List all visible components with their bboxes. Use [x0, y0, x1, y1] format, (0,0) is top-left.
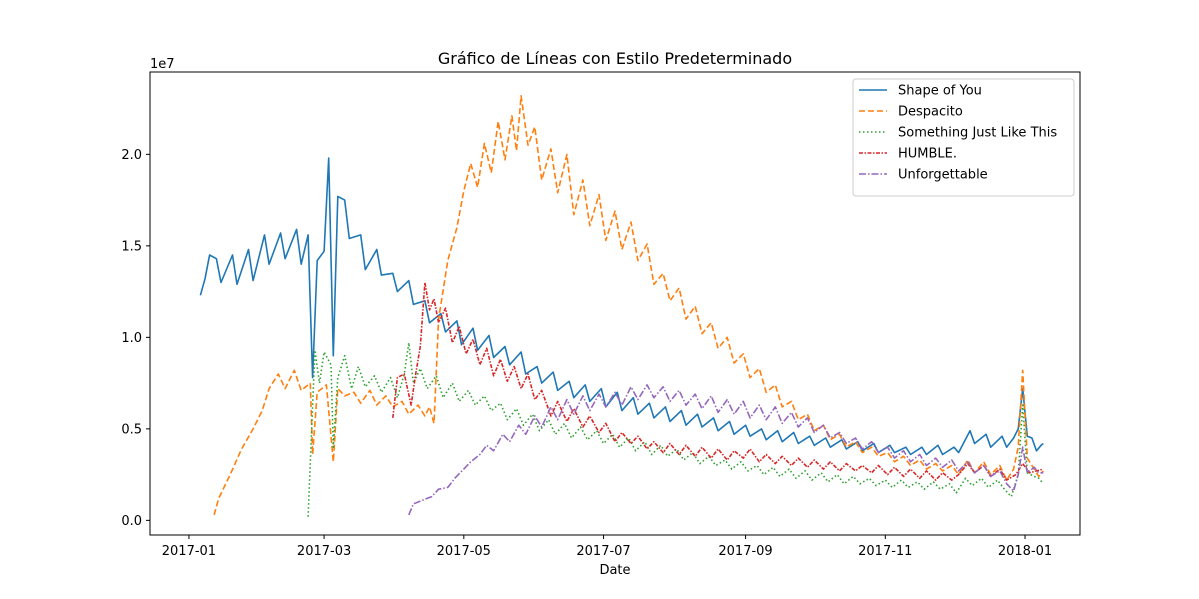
- series-line-2: [307, 342, 1044, 517]
- y-tick-label: 1.0: [121, 331, 142, 346]
- legend: Shape of You Despacito Something Just Like…: [852, 78, 1075, 197]
- y-tick-label: 0.5: [121, 422, 142, 437]
- y-tick-label: 1.5: [121, 239, 142, 254]
- plot-frame: [149, 71, 1081, 536]
- x-tick-label: 2018-01: [998, 544, 1052, 559]
- y-tick-label: 2.0: [121, 148, 142, 163]
- x-tick-label: 2017-09: [718, 544, 772, 559]
- legend-label-4: Unforgettable: [898, 168, 988, 183]
- series-line-3: [392, 281, 1044, 481]
- series-line-1: [213, 95, 1044, 516]
- series-line-0: [199, 157, 1044, 456]
- x-axis-ticks: 2017-01 2017-03 2017-05 2017-07 2017-09 2017-…: [162, 535, 1052, 559]
- x-axis-label: Date: [599, 563, 630, 578]
- legend-label-3: HUMBLE.: [898, 147, 957, 162]
- series-layer: [199, 95, 1044, 517]
- x-tick-label: 2017-07: [576, 544, 630, 559]
- legend-label-2: Something Just Like This: [898, 126, 1057, 141]
- legend-label-0: Shape of You: [898, 84, 982, 99]
- series-line-4: [408, 384, 1044, 516]
- legend-label-1: Despacito: [898, 105, 963, 120]
- x-tick-label: 2017-03: [297, 544, 351, 559]
- x-tick-label: 2017-01: [162, 544, 216, 559]
- y-axis-multiplier: 1e7: [150, 57, 175, 72]
- chart-title: Gráfico de Líneas con Estilo Predetermin…: [438, 49, 792, 68]
- y-tick-label: 0.0: [121, 514, 142, 529]
- y-axis-ticks: 0.0 0.5 1.0 1.5 2.0: [121, 148, 150, 529]
- x-tick-label: 2017-05: [437, 544, 491, 559]
- x-tick-label: 2017-11: [858, 544, 912, 559]
- legend-box: [852, 78, 1075, 197]
